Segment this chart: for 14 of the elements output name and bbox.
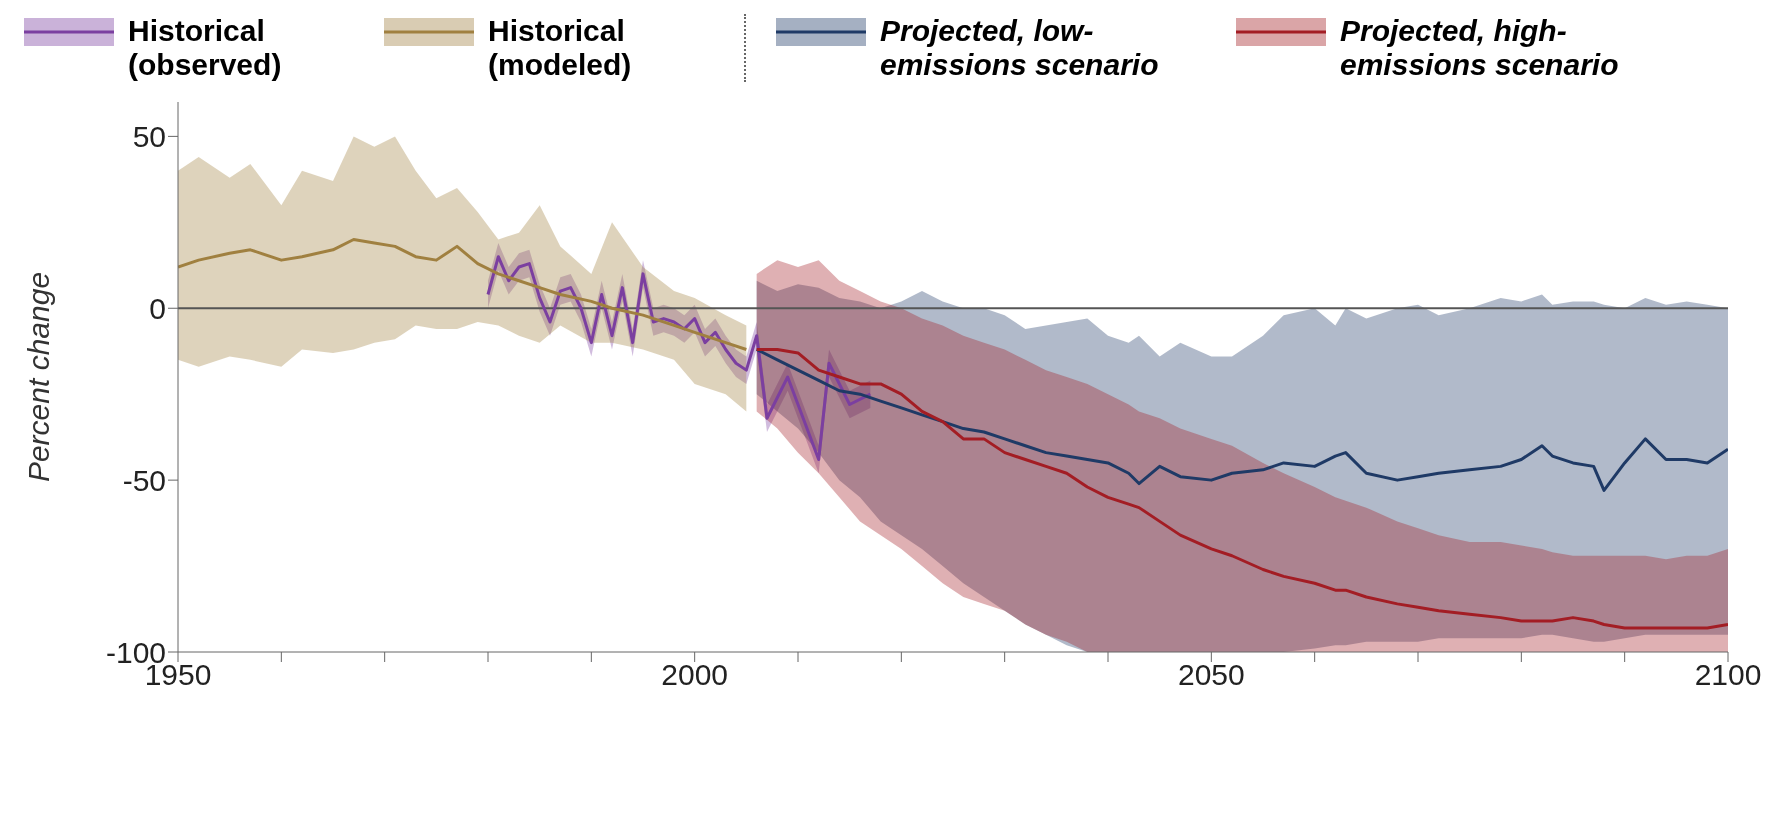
x-tick-label: 2100 bbox=[1694, 658, 1762, 692]
y-tick-label: 50 bbox=[132, 120, 166, 154]
y-tick-label: 0 bbox=[149, 291, 166, 325]
x-tick-label: 2000 bbox=[661, 658, 729, 692]
legend-label: Historical (observed) bbox=[128, 14, 283, 82]
line-series bbox=[755, 348, 1728, 630]
x-tick-label: 2050 bbox=[1177, 658, 1245, 692]
line-series bbox=[755, 348, 1728, 492]
y-axis-title: Percent change bbox=[21, 271, 55, 483]
legend-label: Historical (modeled) bbox=[488, 14, 633, 82]
y-tick-label: -50 bbox=[122, 463, 166, 497]
line-series bbox=[178, 238, 748, 351]
legend-label: Projected, low-emissions scenario bbox=[880, 14, 1160, 82]
legend-label: Projected, high-emissions scenario bbox=[1340, 14, 1620, 82]
